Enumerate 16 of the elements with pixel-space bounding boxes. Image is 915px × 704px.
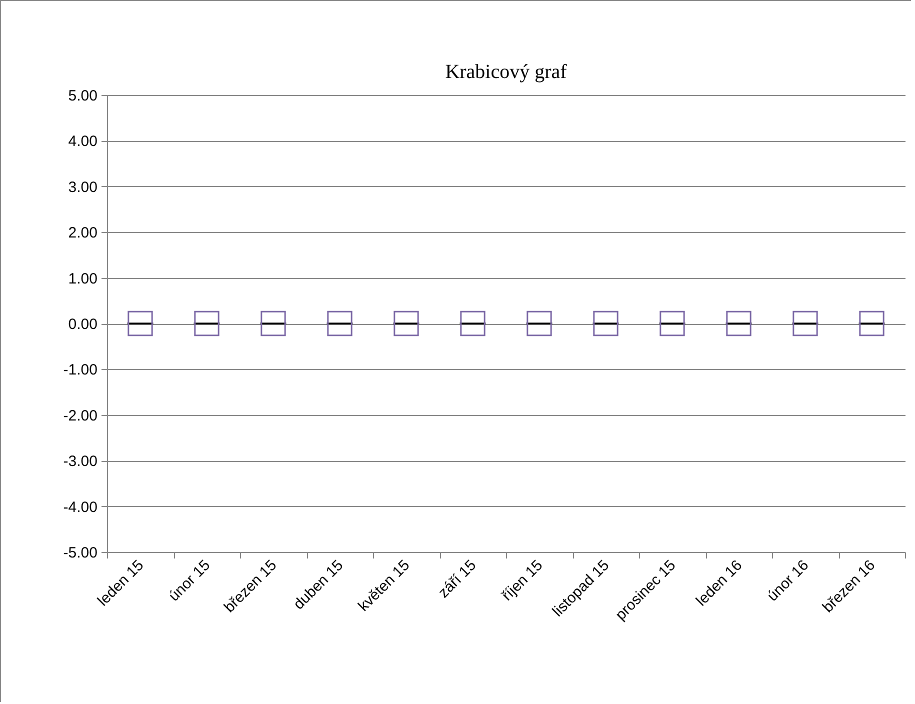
x-tick-label: září 15 — [435, 556, 480, 602]
x-tick-label: únor 16 — [764, 556, 812, 605]
y-tick-label: -3.00 — [63, 453, 98, 470]
y-tick-label: 3.00 — [68, 178, 98, 196]
y-tick-label: 1.00 — [68, 270, 98, 288]
y-tick-label: -5.00 — [63, 544, 98, 562]
y-tick-label: 0.00 — [68, 316, 98, 333]
x-tick-label: únor 15 — [166, 556, 214, 605]
x-tick-label: říjen 15 — [498, 556, 546, 604]
y-tick-label: 4.00 — [68, 133, 98, 150]
y-tick-label: -1.00 — [63, 362, 98, 379]
y-tick-label: -2.00 — [63, 407, 98, 424]
y-tick-label: 5.00 — [68, 88, 98, 104]
chart-title: Krabicový graf — [445, 61, 568, 83]
y-tick-label: 2.00 — [68, 224, 98, 242]
y-tick-label: -4.00 — [63, 498, 98, 516]
